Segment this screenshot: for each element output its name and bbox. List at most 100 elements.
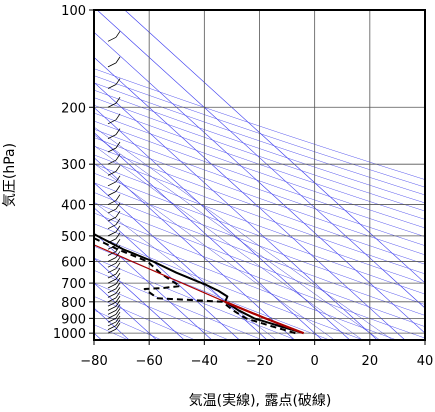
y-tick-label: 700 [61, 277, 86, 292]
wind-barb-staff [107, 305, 117, 311]
wind-barb-staff [107, 238, 117, 244]
wind-barb-staff [107, 314, 117, 319]
dry-adiabat-line [94, 270, 263, 340]
y-tick-label: 300 [61, 158, 86, 173]
y-tick-label: 500 [61, 230, 86, 245]
isotherm-line [94, 107, 350, 340]
wind-barb-flag [115, 210, 121, 218]
wind-barb-flag [115, 315, 121, 323]
series [94, 232, 304, 335]
isotherm-line [124, 10, 425, 284]
temperature-line [94, 232, 304, 335]
x-axis-ticks: −80 −60 −40 −20 0 20 40 [80, 340, 433, 369]
dry-adiabat-line [94, 212, 425, 339]
isotherm-line [94, 257, 185, 340]
wind-barb-flag [115, 218, 121, 225]
dry-adiabat-line [94, 75, 425, 188]
y-tick-label: 200 [61, 101, 86, 116]
wind-barb-flag [115, 308, 121, 315]
dry-adiabat-line [94, 245, 330, 340]
wind-barb-flag [115, 175, 121, 183]
wind-barb-flag [115, 282, 121, 290]
x-tick-label: 0 [311, 354, 319, 369]
dry-adiabat-line [94, 192, 425, 316]
wind-barb-staff [107, 62, 117, 68]
dry-adiabat-line [94, 82, 425, 196]
x-tick-label: −20 [246, 354, 273, 369]
dry-adiabat-line [94, 282, 229, 340]
wind-barb-staff [107, 328, 117, 334]
x-tick-label: −80 [80, 354, 107, 369]
wind-barb-flag [115, 272, 121, 280]
wind-barb-staff [107, 134, 117, 139]
dry-adiabat-line [94, 145, 425, 265]
mixing-ratio-line [94, 126, 393, 340]
wind-barb-flag [115, 300, 121, 307]
isotherm-line [94, 81, 378, 340]
dry-adiabat-line [94, 154, 425, 275]
wind-barb-flag [115, 245, 121, 252]
isotherm-line [94, 56, 406, 340]
dry-adiabat-line [94, 104, 425, 220]
dry-adiabat-line [94, 172, 425, 295]
wind-barb-staff [107, 301, 117, 307]
wind-barb-flag [115, 304, 121, 311]
wind-barb-flag [115, 165, 121, 172]
wind-barb-staff [107, 84, 117, 89]
wind-barb-flag [115, 319, 121, 326]
isotherm-line [96, 10, 425, 309]
dry-adiabat-line [94, 120, 425, 237]
wind-barb-flag [115, 185, 121, 192]
wind-barb-staff [107, 268, 117, 274]
y-axis-title: 気圧(hPa) [2, 143, 18, 207]
wind-barb-flag [115, 239, 121, 246]
wind-barb-flag [115, 287, 121, 294]
wind-barb-staff [107, 36, 117, 42]
wind-barb-staff [107, 262, 117, 268]
isotherm-line [94, 282, 157, 340]
wind-barb-staff [107, 321, 117, 327]
y-tick-label: 600 [61, 255, 86, 270]
wind-barb-staff [107, 102, 117, 108]
isotherm-line [94, 207, 240, 340]
wind-barb-flag [115, 113, 121, 121]
wind-barb-staff [107, 244, 117, 250]
wind-barb-staff [107, 317, 117, 323]
wind-barb-staff [107, 200, 117, 205]
isotherm-line [94, 157, 295, 340]
dry-adiabat-line [94, 137, 425, 256]
isotherm-line [94, 31, 425, 334]
x-tick-label: −60 [135, 354, 162, 369]
dry-adiabat-line [94, 234, 364, 340]
wind-barb-flag [115, 141, 121, 149]
wind-barb-flag [115, 78, 121, 85]
wind-barb-flag [115, 232, 121, 239]
wind-barb-staff [107, 216, 117, 222]
wind-barb-staff [107, 231, 117, 237]
wind-barb-staff [107, 159, 117, 165]
y-tick-label: 100 [61, 4, 86, 19]
wind-barb-staff [107, 251, 117, 256]
wind-barb-staff [107, 181, 117, 187]
wind-barb-flag [115, 202, 121, 210]
wind-barb-flag [115, 128, 121, 135]
wind-barb-staff [107, 278, 117, 284]
wind-barb-staff [107, 283, 117, 289]
mixing-ratio-lines [94, 126, 393, 340]
dry-adiabat-line [94, 296, 196, 340]
dry-adiabat-line [94, 223, 397, 340]
wind-barb-staff [107, 119, 117, 125]
dry-adiabat-line [94, 202, 425, 327]
dry-adiabat-line [94, 97, 425, 212]
wind-barb-staff [107, 171, 117, 176]
wind-barb-staff [107, 147, 117, 153]
isotherm-line [94, 132, 323, 340]
grid [94, 10, 425, 340]
wind-barbs [107, 10, 121, 334]
wind-barb-flag [115, 267, 121, 275]
y-tick-label: 1000 [53, 327, 86, 342]
wind-barb-staff [107, 257, 117, 262]
wind-barb-staff [107, 273, 117, 279]
wind-barb-staff [107, 325, 117, 330]
x-tick-label: 40 [417, 354, 434, 369]
